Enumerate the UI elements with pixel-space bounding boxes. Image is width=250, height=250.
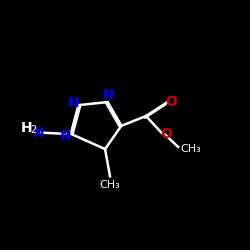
Text: N: N (33, 126, 44, 140)
Text: H: H (21, 121, 33, 135)
Text: N: N (103, 88, 115, 102)
Text: O: O (160, 127, 172, 141)
Text: N: N (60, 129, 71, 143)
Text: CH₃: CH₃ (180, 144, 201, 154)
Text: N: N (68, 96, 79, 110)
Text: CH₃: CH₃ (100, 180, 120, 190)
Text: O: O (166, 95, 177, 109)
Text: 2: 2 (30, 125, 36, 135)
